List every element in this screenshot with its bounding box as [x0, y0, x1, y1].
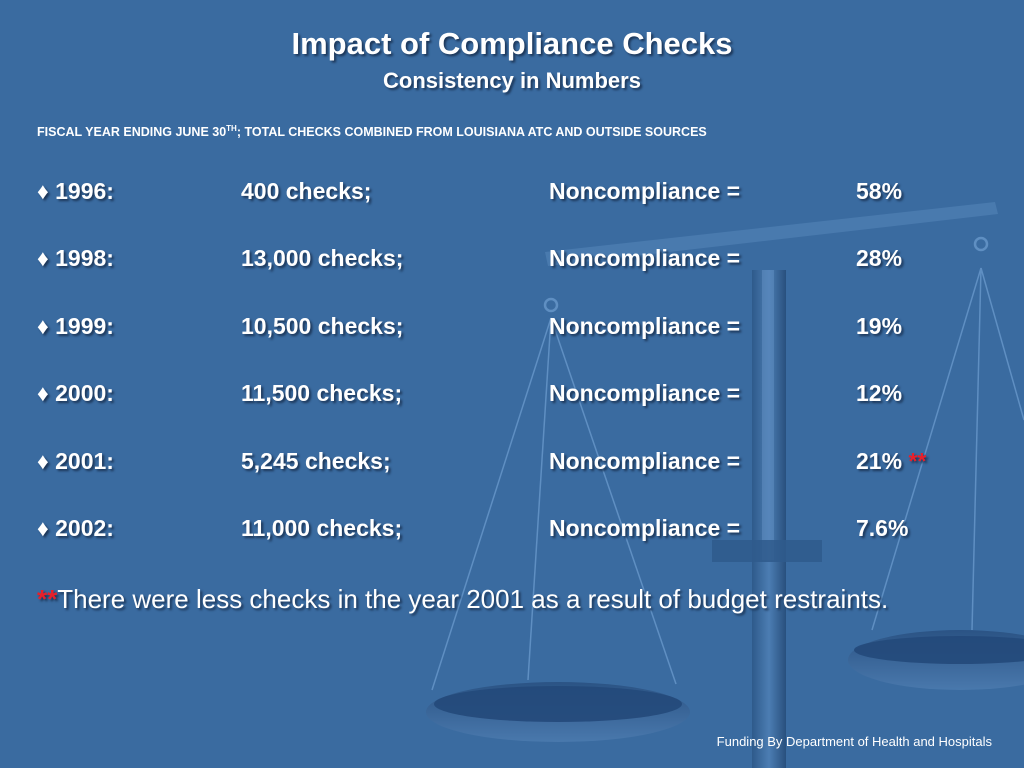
row-checks: 400 checks; [241, 178, 372, 204]
row-label: Noncompliance = [549, 245, 741, 271]
row-label: Noncompliance = [549, 448, 741, 474]
bullet-icon: ♦ [37, 313, 49, 339]
row-year: ♦ 1999: [37, 313, 114, 339]
row-checks: 11,000 checks; [241, 515, 403, 541]
fiscal-note-sup: TH [226, 124, 237, 133]
bullet-icon: ♦ [37, 245, 49, 271]
row-flag: ** [908, 448, 927, 474]
footnote-mark: ** [37, 584, 58, 614]
fiscal-note-suffix: ; TOTAL CHECKS COMBINED FROM LOUISIANA A… [236, 125, 707, 140]
footnote: **There were less checks in the year 200… [37, 584, 888, 615]
page-subtitle: Consistency in Numbers [383, 68, 641, 93]
row-checks: 13,000 checks; [241, 245, 404, 271]
row-year: ♦ 1996: [37, 178, 114, 204]
funding-credit: Funding By Department of Health and Hosp… [716, 734, 992, 749]
row-percent: 58% [856, 178, 903, 204]
row-label: Noncompliance = [549, 313, 741, 339]
bullet-icon: ♦ [37, 515, 49, 541]
row-year: ♦ 2002: [37, 515, 114, 541]
row-year: ♦ 1998: [37, 245, 114, 271]
row-percent: 21% ** [856, 448, 927, 474]
row-label: Noncompliance = [549, 515, 741, 541]
row-year: ♦ 2001: [37, 448, 114, 474]
footnote-text: There were less checks in the year 2001 … [57, 584, 889, 614]
row-checks: 5,245 checks; [241, 448, 391, 474]
page-title: Impact of Compliance Checks [291, 26, 733, 61]
bullet-icon: ♦ [37, 178, 49, 204]
row-percent: 12% [856, 380, 903, 406]
fiscal-note-prefix: FISCAL YEAR ENDING JUNE 30 [37, 125, 227, 140]
row-label: Noncompliance = [549, 178, 741, 204]
row-percent: 7.6% [856, 515, 909, 541]
row-percent: 28% [856, 245, 903, 271]
bullet-icon: ♦ [37, 448, 49, 474]
fiscal-note: FISCAL YEAR ENDING JUNE 30TH; TOTAL CHEC… [37, 124, 707, 139]
row-label: Noncompliance = [549, 380, 741, 406]
row-checks: 10,500 checks; [241, 313, 404, 339]
bullet-icon: ♦ [37, 380, 49, 406]
row-percent: 19% [856, 313, 903, 339]
row-checks: 11,500 checks; [241, 380, 403, 406]
row-year: ♦ 2000: [37, 380, 114, 406]
